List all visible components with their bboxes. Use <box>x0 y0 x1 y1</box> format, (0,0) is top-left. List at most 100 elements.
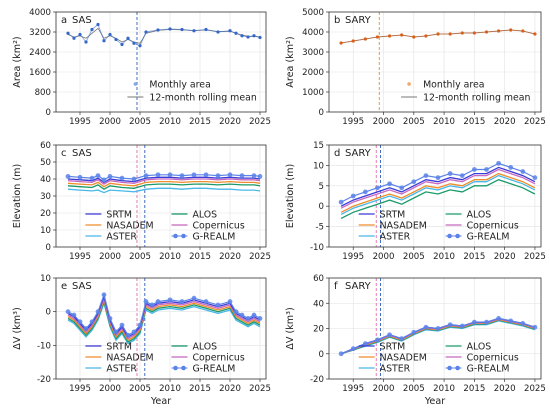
legend-b: Monthly area 12-month rolling mean <box>401 80 531 104</box>
xtick-label: 2015 <box>189 384 211 394</box>
ytick-label: 3200 <box>29 28 51 38</box>
legend-label: SRTM <box>106 342 132 353</box>
xtick-label: 2000 <box>373 384 395 394</box>
xtick-label: 2005 <box>129 384 151 394</box>
data-point-g-realm <box>101 177 107 183</box>
panel-title: SAS <box>72 281 92 292</box>
xtick-label: 2000 <box>373 117 395 127</box>
legend-label: NASADEM <box>380 353 427 364</box>
data-point-monthly <box>156 28 160 32</box>
data-point-monthly <box>412 35 416 39</box>
legend-swatch-marker <box>447 365 452 371</box>
xtick-label: 2010 <box>433 252 455 262</box>
legend-swatch-marker <box>447 233 452 239</box>
data-point-monthly <box>448 32 452 36</box>
data-point-g-realm <box>496 316 501 321</box>
panel-letter: a <box>61 15 67 26</box>
legend-label: ASTER <box>106 232 137 243</box>
data-point-g-realm <box>95 309 101 315</box>
legend-swatch-marker <box>173 233 178 239</box>
data-point-g-realm <box>131 176 137 182</box>
legend-label: ALOS <box>467 342 492 353</box>
data-point-g-realm <box>65 309 71 315</box>
data-point-monthly <box>240 34 244 38</box>
series-line-nasadem <box>67 180 261 188</box>
data-point-g-realm <box>399 336 405 341</box>
y-axis-label: Elevation (m) <box>12 164 23 228</box>
data-point-g-realm <box>423 324 429 330</box>
legend-swatch-marker <box>181 233 186 239</box>
panel-title: SARY <box>345 15 372 26</box>
data-point-g-realm <box>520 321 526 326</box>
ytick-label: -10 <box>310 243 324 253</box>
data-point-monthly <box>460 31 464 35</box>
ytick-label: -20 <box>310 375 324 385</box>
legend-label: Monthly area <box>423 80 484 91</box>
xtick-label: 2020 <box>494 252 516 262</box>
xtick-label: 2020 <box>219 384 241 394</box>
legend-c: SRTM ALOS NASADEM Copernicus ASTER G-REALM <box>85 210 245 243</box>
data-point-g-realm <box>362 341 368 347</box>
data-point-g-realm <box>435 175 441 181</box>
data-point-g-realm <box>447 322 453 328</box>
data-point-g-realm <box>251 173 257 179</box>
series-line-copernicus <box>340 168 536 209</box>
data-point-g-realm <box>107 316 113 321</box>
xtick-label: 2025 <box>524 117 546 127</box>
ytick-label: 2000 <box>302 68 324 78</box>
data-point-monthly <box>484 30 489 34</box>
data-point-g-realm <box>179 173 185 179</box>
xtick-label: 2000 <box>373 252 395 262</box>
legend-label: G-REALM <box>193 232 236 243</box>
legend-label: Copernicus <box>193 353 245 364</box>
y-axis-label: ΔV (km³) <box>285 307 296 349</box>
data-point-g-realm <box>338 199 344 205</box>
data-point-monthly <box>258 35 262 40</box>
data-point-g-realm <box>251 312 257 318</box>
xtick-label: 2015 <box>463 252 485 262</box>
data-point-monthly <box>108 32 112 37</box>
legend-label: G-REALM <box>193 364 236 375</box>
series-line-g-realm <box>340 317 536 355</box>
series-line-srtm <box>67 176 261 184</box>
data-point-g-realm <box>245 316 251 321</box>
legend-label: Copernicus <box>193 221 245 232</box>
xtick-label: 2015 <box>189 252 211 262</box>
data-point-g-realm <box>459 173 465 179</box>
data-point-monthly <box>375 35 380 39</box>
data-point-g-realm <box>155 299 161 304</box>
legend-a: Monthly area 12-month rolling mean <box>127 80 257 104</box>
data-point-g-realm <box>131 329 137 335</box>
ytick-label: 60 <box>40 141 51 151</box>
xtick-label: 2025 <box>249 384 271 394</box>
series-line-alos <box>340 319 536 355</box>
data-point-g-realm <box>520 169 526 174</box>
data-point-g-realm <box>167 297 173 303</box>
series-line-alos <box>67 183 261 190</box>
xtick-label: 2000 <box>99 252 121 262</box>
data-point-monthly <box>351 39 355 43</box>
series-line-copernicus <box>340 318 536 355</box>
series-line-nasadem <box>340 172 536 213</box>
data-point-monthly <box>192 29 196 33</box>
series-line-monthly <box>67 23 261 47</box>
panel-letter: d <box>334 148 340 159</box>
data-point-monthly <box>424 34 428 38</box>
data-point-monthly <box>78 32 82 37</box>
series-line-srtm <box>340 166 536 207</box>
xtick-label: 1995 <box>69 252 91 262</box>
ytick-label: 2400 <box>29 48 51 58</box>
panel-e: -20 -10 0 10 1995 2000 2005 2010 2015 2020 2025 ΔV … <box>12 274 271 407</box>
data-point-g-realm <box>484 167 489 172</box>
series-line-aster <box>340 174 536 215</box>
data-point-g-realm <box>215 173 221 179</box>
legend-swatch-marker <box>455 233 460 239</box>
data-point-g-realm <box>107 174 113 179</box>
data-point-monthly <box>400 33 404 37</box>
data-point-g-realm <box>89 175 95 181</box>
data-point-g-realm <box>496 160 501 166</box>
xtick-label: 1995 <box>342 384 364 394</box>
ytick-label: -5 <box>315 223 324 233</box>
data-point-monthly <box>339 41 343 45</box>
